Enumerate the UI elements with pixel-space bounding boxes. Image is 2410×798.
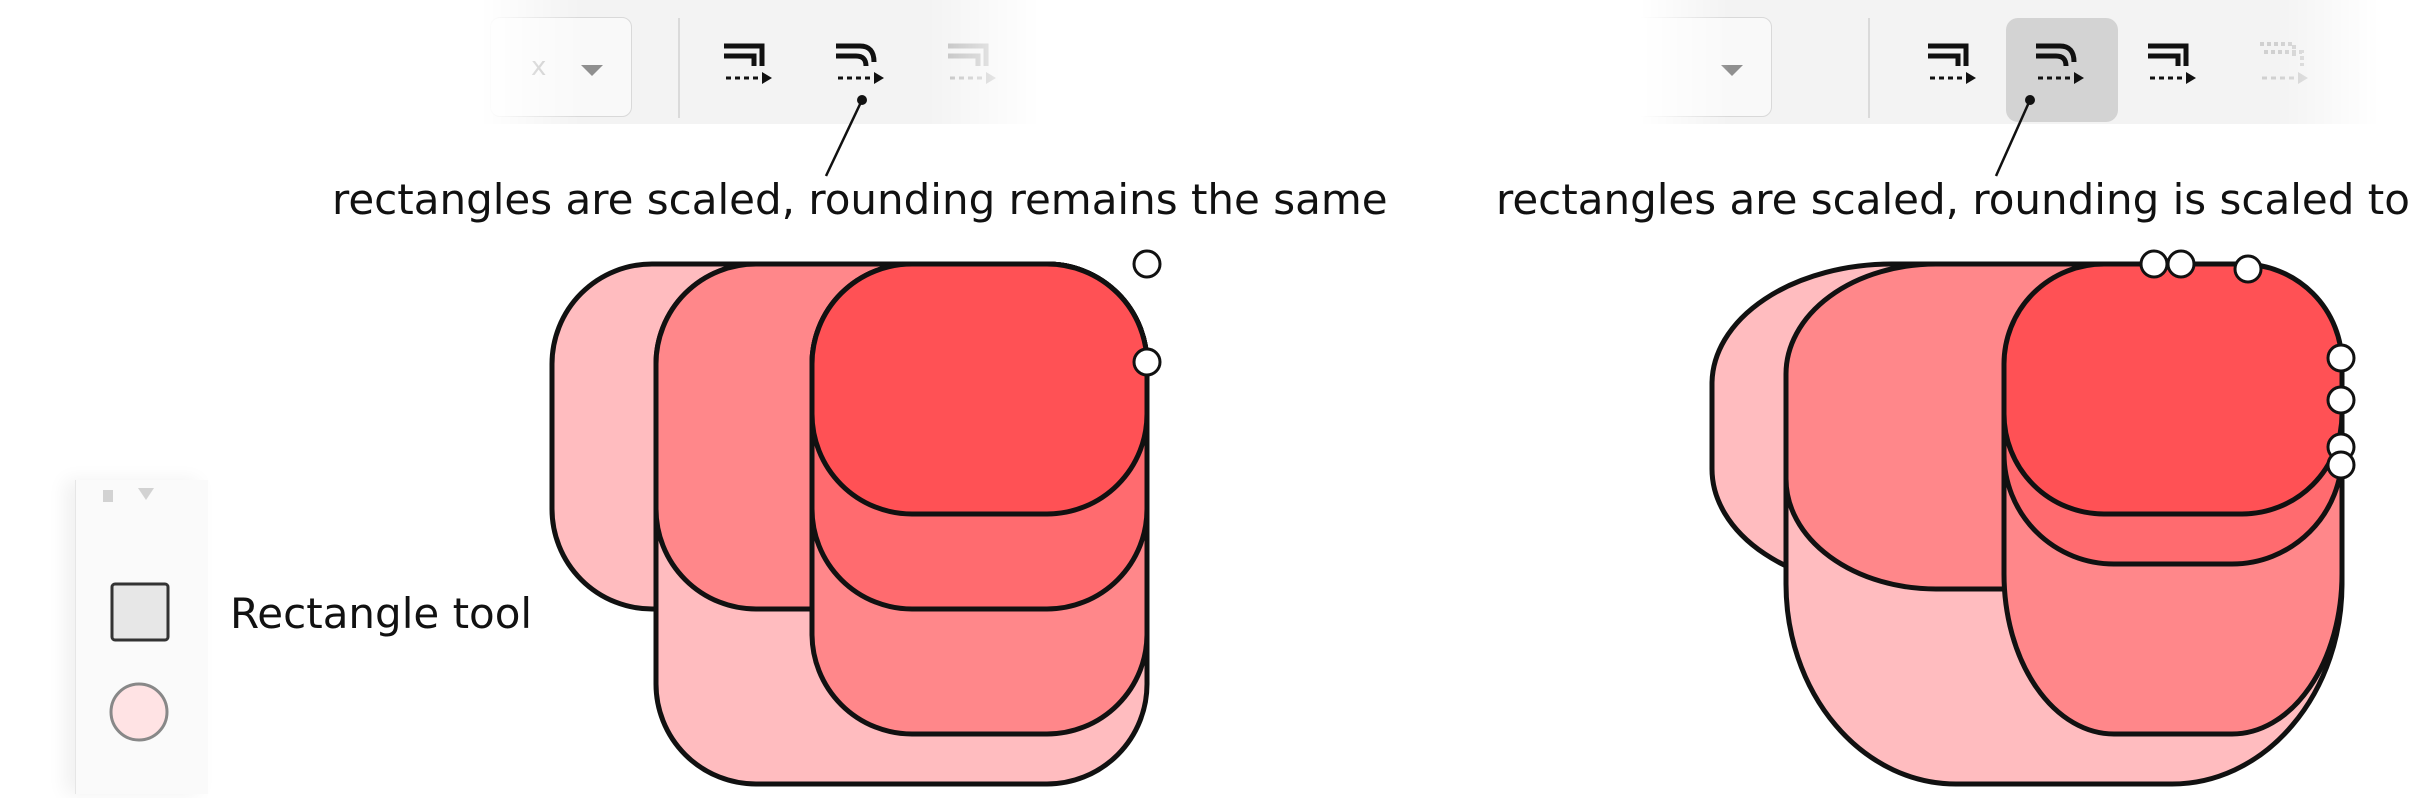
transform-gradient-icon — [2148, 43, 2196, 84]
rounding-handle[interactable] — [2326, 450, 2356, 480]
transform-pattern-icon — [2260, 42, 2308, 84]
right-diagram — [1709, 261, 2345, 787]
scale-rounding-icon — [2036, 43, 2084, 84]
transform-rect-button[interactable] — [1898, 18, 2010, 122]
transform-gradient-button[interactable] — [918, 18, 1030, 122]
right-callout-line — [1994, 99, 2032, 177]
toolbar-separator — [678, 18, 680, 118]
toolbar-separator — [1868, 18, 1870, 118]
left-toolbar: x — [480, 0, 1040, 124]
scale-rounding-button[interactable] — [2006, 18, 2118, 122]
original-rect — [2001, 261, 2345, 517]
chevron-down-icon — [581, 65, 603, 76]
left-diagram — [549, 261, 1150, 787]
transform-rect-icon — [1928, 43, 1976, 84]
left-style-combo[interactable]: x — [490, 17, 632, 117]
rectangle-tool-label: Rectangle tool — [230, 589, 533, 638]
rounding-handle[interactable] — [1132, 249, 1162, 279]
rounding-handle[interactable] — [2326, 343, 2356, 373]
chevron-down-icon — [1721, 65, 1743, 76]
combo-value: x — [531, 52, 547, 82]
ellipse-tool-button[interactable] — [109, 682, 169, 742]
rounding-handle[interactable] — [2139, 249, 2169, 279]
scale-rounding-icon — [836, 43, 884, 84]
right-handles — [2139, 249, 2356, 480]
small-tools-icon — [103, 488, 154, 502]
transform-pattern-button[interactable] — [2230, 18, 2342, 122]
left-callout-line — [824, 99, 864, 177]
tool-strip-graphics — [103, 488, 170, 742]
tool-strip — [75, 480, 208, 794]
rounding-handle[interactable] — [1132, 347, 1162, 377]
right-toolbar — [1630, 0, 2380, 124]
left-annotation: rectangles are scaled, rounding remains … — [332, 175, 1388, 224]
right-style-combo[interactable] — [1630, 17, 1772, 117]
rounding-handle[interactable] — [2326, 385, 2356, 415]
transform-rect-button[interactable] — [694, 18, 806, 122]
left-callout-dot — [857, 95, 867, 105]
ellipse-tool-icon — [109, 682, 169, 742]
right-annotation: rectangles are scaled, rounding is scale… — [1496, 175, 2410, 224]
rounding-handle[interactable] — [2166, 249, 2196, 279]
rounding-handle[interactable] — [2233, 254, 2263, 284]
left-handles — [1132, 249, 1162, 377]
transform-gradient-icon — [948, 43, 996, 84]
original-rect — [809, 261, 1150, 517]
transform-gradient-button[interactable] — [2118, 18, 2230, 122]
scale-rounding-button[interactable] — [806, 18, 918, 122]
rectangle-tool-icon — [110, 582, 170, 642]
right-callout-dot — [2025, 95, 2035, 105]
rectangle-tool-button[interactable] — [110, 582, 170, 642]
transform-rect-icon — [724, 43, 772, 84]
